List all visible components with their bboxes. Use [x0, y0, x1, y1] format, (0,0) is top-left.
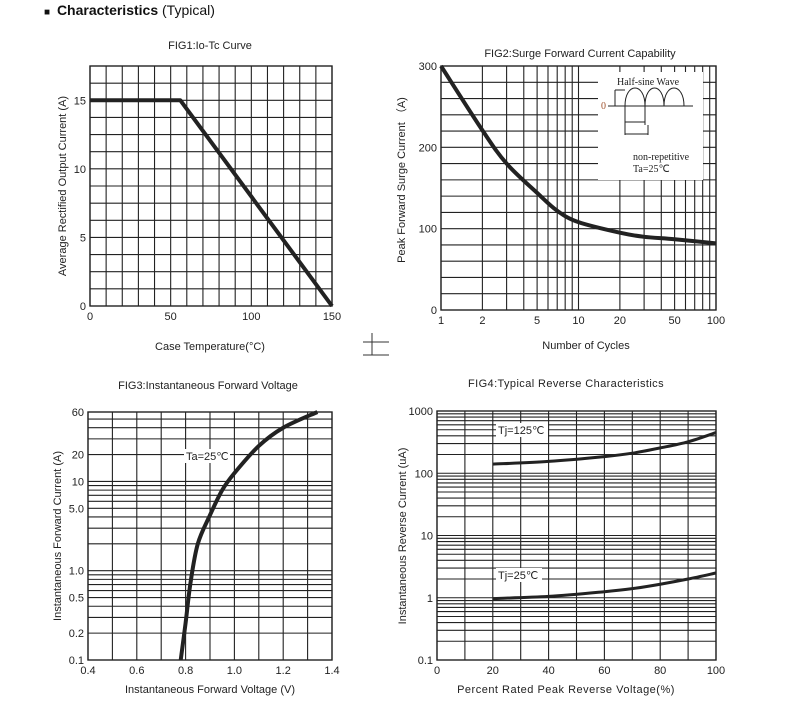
- fig3-curve-label: Ta=25℃: [186, 451, 229, 463]
- y-tick-label: 100: [415, 468, 433, 480]
- fig2-title: FIG2:Surge Forward Current Capability: [484, 48, 676, 60]
- x-tick-label: 100: [707, 315, 725, 327]
- y-tick-label: 1: [427, 593, 433, 605]
- x-tick-label: 50: [668, 315, 680, 327]
- fig1-ylabel: Average Rectified Output Current (A): [57, 96, 69, 276]
- x-tick-label: 5: [534, 315, 540, 327]
- plot-frame: [87, 411, 333, 661]
- fig2-note-temp: Ta=25℃: [633, 164, 670, 175]
- x-tick-label: 10: [572, 315, 584, 327]
- y-tick-label: 0.2: [69, 628, 84, 640]
- fig3-xlabel: Instantaneous Forward Voltage (V): [125, 684, 295, 696]
- section-title-rest: (Typical): [162, 2, 215, 18]
- y-tick-label: 0.5: [69, 593, 84, 605]
- x-tick-label: 100: [242, 311, 260, 323]
- bullet-square: ■: [44, 7, 50, 18]
- x-tick-label: 1: [438, 315, 444, 327]
- x-tick-label: 0.4: [80, 665, 95, 677]
- fig4-ylabel: Instantaneous Reverse Current (uA): [397, 448, 409, 625]
- x-tick-label: 0.8: [178, 665, 193, 677]
- y-tick-label: 10: [421, 531, 433, 543]
- fig3-title: FIG3:Instantaneous Forward Voltage: [118, 380, 298, 392]
- fig1-title: FIG1:Io-Tc Curve: [168, 40, 252, 52]
- fig1-plot: 0 50 100 150 0 5 10 15: [74, 65, 341, 323]
- x-tick-label: 1.2: [276, 665, 291, 677]
- fig2-note-nonrepetitive: non-repetitive: [633, 152, 690, 163]
- series-line: [492, 431, 717, 466]
- series-line: [492, 571, 717, 601]
- y-tick-label: 10: [72, 476, 84, 488]
- x-tick-label: 2: [479, 315, 485, 327]
- y-tick-label: 20: [72, 450, 84, 462]
- x-tick-label: 1.0: [227, 665, 242, 677]
- x-tick-label: 1.4: [324, 665, 339, 677]
- fig2-xlabel: Number of Cycles: [542, 340, 630, 352]
- fig2-ylabel: Peak Forward Surge Current （A): [395, 97, 408, 263]
- y-tick-label: 0.1: [418, 655, 433, 667]
- section-title-bold: Characteristics: [57, 2, 158, 18]
- y-tick-label: 300: [419, 61, 437, 73]
- x-tick-label: 20: [614, 315, 626, 327]
- x-tick-label: 0: [434, 665, 440, 677]
- x-tick-label: 60: [598, 665, 610, 677]
- y-tick-label: 5.0: [69, 503, 84, 515]
- fig2-wave-label: Half-sine Wave: [617, 77, 680, 88]
- y-tick-label: 15: [74, 95, 86, 107]
- x-tick-label: 40: [542, 665, 554, 677]
- fig4-plot: 0 20 40 60 80 100 0.1 1 10 100 1000: [409, 406, 726, 677]
- y-tick-label: 5: [80, 232, 86, 244]
- x-tick-label: 80: [654, 665, 666, 677]
- y-tick-label: 0.1: [69, 655, 84, 667]
- y-tick-label: 100: [419, 224, 437, 236]
- fig4-title: FIG4:Typical Reverse Characteristics: [468, 378, 664, 390]
- fig1-xlabel: Case Temperature(°C): [155, 341, 265, 353]
- fig3-curve-label-bg: [184, 449, 230, 463]
- y-tick-label: 0: [80, 301, 86, 313]
- fig4-curve-label-125-bg: [496, 423, 548, 437]
- stray-mark: [363, 333, 389, 356]
- series-line: [178, 410, 319, 661]
- plot-frame: [440, 65, 717, 311]
- y-tick-label: 10: [74, 164, 86, 176]
- y-tick-label: 200: [419, 142, 437, 154]
- fig3-ylabel: Instantaneous Forward Current (A): [52, 451, 64, 621]
- fig2-zero-label: 0: [601, 101, 606, 112]
- x-tick-label: 50: [165, 311, 177, 323]
- y-tick-label: 1000: [409, 406, 433, 418]
- fig4-xlabel: Percent Rated Peak Reverse Voltage(%): [457, 684, 675, 696]
- fig4-curve-label-25: Tj=25℃: [498, 570, 538, 582]
- y-tick-label: 0: [431, 305, 437, 317]
- fig4-curve-label-25-bg: [496, 568, 542, 582]
- y-tick-label: 60: [72, 407, 84, 419]
- half-sine-wave-icon: [624, 87, 685, 107]
- x-tick-label: 0.6: [129, 665, 144, 677]
- y-tick-label: 1.0: [69, 566, 84, 578]
- plot-frame: [436, 410, 717, 661]
- x-tick-label: 100: [707, 665, 725, 677]
- x-tick-label: 20: [487, 665, 499, 677]
- x-tick-label: 0: [87, 311, 93, 323]
- series-line: [439, 64, 717, 246]
- x-tick-label: 150: [323, 311, 341, 323]
- fig4-curve-label-125: Tj=125℃: [498, 425, 544, 437]
- fig3-plot: 0.4 0.6 0.8 1.0 1.2 1.4 0.1 0.2 0.5 1.0 5.0 10 20 60: [69, 407, 340, 677]
- plot-frame: [89, 65, 333, 307]
- section-title: ■ Characteristics (Typical): [44, 2, 215, 18]
- series-line: [90, 98, 334, 308]
